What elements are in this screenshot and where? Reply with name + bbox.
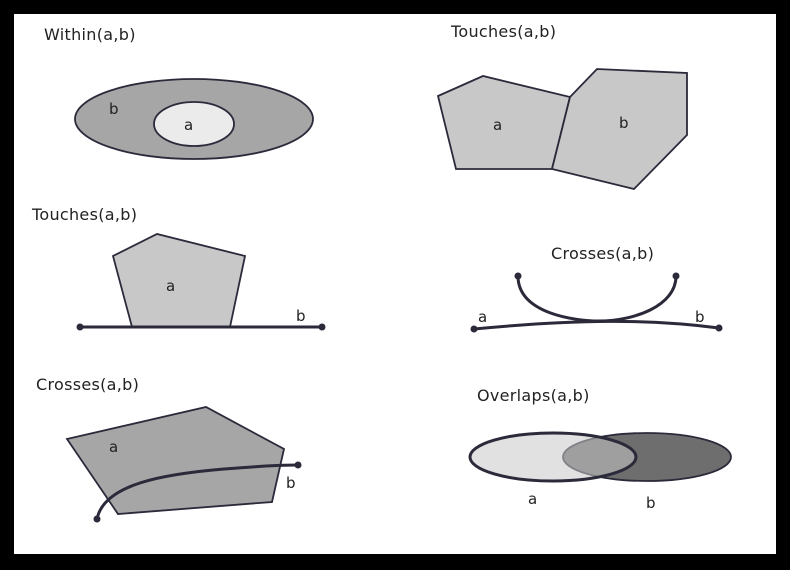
touches-line-title: Touches(a,b) [32,205,138,224]
crosses-polygon-label-a: a [109,438,118,456]
crosses-polygon-line-endpoint-right [294,461,302,469]
overlaps-label-a: a [528,490,537,508]
within-panel: b a [74,78,314,160]
crosses-polygon-line-endpoint-left [93,515,101,523]
touches-polygon-b [550,68,688,190]
within-label-a: a [184,116,193,134]
overlaps-panel: a b [468,431,732,512]
touches-line-endpoint-left [76,323,84,331]
touches-polygons-label-a: a [493,116,502,134]
diagram-canvas: b a a b a b a b [14,14,776,554]
crosses-lines-label-b: b [695,308,705,326]
crosses-line-a [473,319,720,331]
crosses-line-b [516,275,678,323]
within-label-b: b [109,100,119,118]
within-title: Within(a,b) [44,25,136,44]
touches-line-polygon-a [111,233,247,328]
overlaps-shape-a [468,431,638,483]
touches-polygons-label-b: b [619,114,629,132]
within-shape-a [153,101,235,147]
touches-polygons-title: Touches(a,b) [451,22,557,41]
touches-line-endpoint-right [318,323,326,331]
crosses-line-b-endpoint-right [672,272,680,280]
spatial-relations-drawing: b a a b a b a b [65,68,732,523]
crosses-line-b-endpoint-left [514,272,522,280]
touches-polygons-panel: a b [436,68,688,190]
crosses-polygon-title: Crosses(a,b) [36,375,140,394]
touches-line-label-b: b [296,307,306,325]
crosses-line-a-endpoint-left [470,325,478,333]
crosses-lines-label-a: a [478,308,487,326]
crosses-lines-title: Crosses(a,b) [551,244,655,263]
crosses-polygon-a [65,406,286,515]
crosses-polygon-line-b [95,463,299,520]
crosses-polygon-label-b: b [286,474,296,492]
touches-line-label-a: a [166,277,175,295]
crosses-polygon-panel: a b [65,406,302,523]
overlaps-label-b: b [646,494,656,512]
crosses-line-a-endpoint-right [715,324,723,332]
touches-polygon-a [436,75,572,170]
crosses-lines-panel: a b [470,272,723,333]
touches-line-panel: a b [76,233,326,331]
overlaps-title: Overlaps(a,b) [477,386,590,405]
